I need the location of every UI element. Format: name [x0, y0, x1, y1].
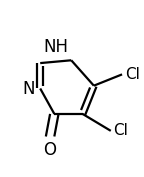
Text: Cl: Cl — [114, 123, 128, 138]
Text: O: O — [44, 141, 57, 159]
Text: Cl: Cl — [125, 67, 140, 82]
Text: N: N — [23, 79, 35, 98]
Text: NH: NH — [43, 38, 68, 56]
